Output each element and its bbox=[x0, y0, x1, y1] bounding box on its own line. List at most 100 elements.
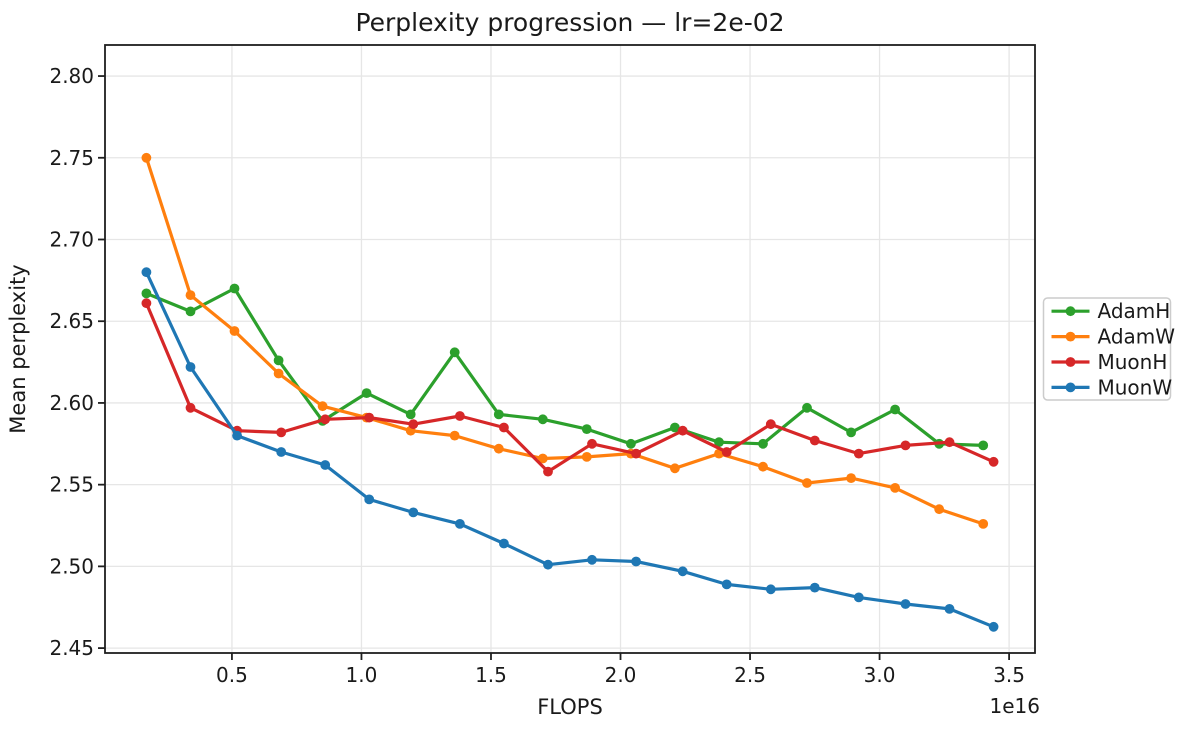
y-tick-label: 2.65 bbox=[49, 309, 94, 333]
legend-item-adamw: AdamW bbox=[1051, 325, 1175, 349]
series-adamw-point bbox=[317, 401, 328, 412]
series-muonh-point bbox=[141, 298, 152, 309]
legend-item-adamh: AdamH bbox=[1051, 299, 1171, 323]
series-muonh-point bbox=[587, 438, 597, 449]
chart-title: Perplexity progression — lr=2e-02 bbox=[355, 8, 784, 37]
series-muonw-point bbox=[721, 579, 732, 590]
series-muonh-point bbox=[543, 466, 553, 477]
plot-border bbox=[104, 44, 1036, 654]
series-adamh-line bbox=[144, 286, 985, 447]
series-adamh-point bbox=[890, 404, 900, 415]
legend-item-muonh: MuonH bbox=[1051, 350, 1168, 374]
series-muonh-point bbox=[853, 448, 864, 459]
series-adamw-point bbox=[890, 483, 900, 493]
series-muonh-point bbox=[988, 456, 999, 467]
x-tick-label: 2.5 bbox=[734, 663, 766, 687]
series-adamh-point bbox=[978, 440, 989, 451]
y-tick-label: 2.55 bbox=[49, 473, 94, 497]
series-adamw-point bbox=[537, 453, 548, 464]
series-adamw-line bbox=[144, 156, 985, 526]
series-muonw-point bbox=[543, 559, 553, 570]
series-muonh-point bbox=[765, 419, 776, 430]
series-muonh-point bbox=[499, 422, 509, 433]
x-tick-label: 3.5 bbox=[993, 663, 1025, 687]
series-muonh-point bbox=[809, 435, 820, 446]
series-muonw-point bbox=[364, 494, 375, 505]
series-adamw-point bbox=[978, 519, 989, 529]
series-adamh-point bbox=[758, 438, 768, 449]
series-muonh-point bbox=[677, 425, 688, 436]
grid-layer bbox=[105, 45, 1035, 653]
series-adamw-point bbox=[934, 504, 945, 515]
series-muonh-point bbox=[721, 447, 732, 457]
legend-marker bbox=[1065, 331, 1076, 342]
series-muonw-point bbox=[677, 566, 688, 577]
y-tick-label: 2.70 bbox=[49, 227, 94, 251]
series-adamh-point bbox=[141, 288, 152, 299]
series-muonh-point bbox=[900, 440, 911, 451]
series-adamw-point bbox=[141, 152, 152, 163]
series-adamh-point bbox=[449, 347, 460, 358]
y-tick-label: 2.60 bbox=[49, 391, 94, 415]
series-muonh-point bbox=[944, 437, 955, 448]
series-muonw-point bbox=[455, 519, 465, 529]
legend-label: AdamH bbox=[1098, 299, 1171, 323]
series-adamw-point bbox=[670, 463, 680, 474]
series-muonh-point bbox=[408, 419, 419, 430]
legend-box bbox=[1042, 297, 1172, 401]
series-muonw-point bbox=[408, 507, 419, 518]
x-tick-label: 1.5 bbox=[475, 663, 507, 687]
series-muonh-point bbox=[455, 411, 465, 421]
series-muonh-line bbox=[144, 301, 996, 474]
series-adamh-point bbox=[537, 414, 548, 425]
series-muonw-point bbox=[232, 430, 243, 441]
legend-label: MuonW bbox=[1098, 375, 1173, 399]
series-muonh-point bbox=[320, 414, 331, 425]
legend-marker bbox=[1065, 382, 1076, 393]
series-muonw-line bbox=[144, 270, 996, 629]
x-tick-label: 0.5 bbox=[216, 663, 248, 687]
series-muonh-point bbox=[631, 448, 641, 459]
y-tick-label: 2.75 bbox=[49, 146, 94, 170]
legend-label: MuonH bbox=[1098, 350, 1168, 374]
series-muonw-point bbox=[320, 460, 331, 470]
series-adamw-point bbox=[493, 443, 504, 454]
series-muonw-point bbox=[141, 267, 152, 278]
x-tick-label: 2.0 bbox=[605, 663, 637, 687]
y-tick-label: 2.50 bbox=[49, 554, 94, 578]
series-adamh-point bbox=[846, 427, 856, 438]
legend-marker bbox=[1065, 357, 1076, 367]
series-adamw-point bbox=[581, 452, 592, 462]
series-muonw-point bbox=[900, 599, 911, 609]
y-axis-label: Mean perplexity bbox=[6, 264, 30, 433]
series-adamh-point bbox=[361, 388, 372, 398]
y-tick-label: 2.45 bbox=[49, 636, 94, 660]
series-adamw-point bbox=[802, 478, 812, 488]
axes-layer: 0.5 1.0 1.5 2.0 2.5 3.0 3.5 2.45 2.50 2.55 2.60 2.6… bbox=[49, 44, 1036, 687]
series-adamw-point bbox=[273, 368, 284, 379]
series-muonw-point bbox=[631, 556, 641, 567]
series-muonw-point bbox=[944, 604, 955, 614]
series-layer bbox=[141, 152, 999, 632]
series-muonw-point bbox=[499, 538, 509, 549]
series-muonw-point bbox=[988, 621, 999, 632]
x-tick-label: 3.0 bbox=[864, 663, 896, 687]
x-axis-label: FLOPS bbox=[537, 695, 603, 719]
series-adamw-point bbox=[758, 461, 768, 472]
series-adamh-point bbox=[802, 402, 812, 413]
y-tick-label: 2.80 bbox=[49, 64, 94, 88]
series-muonh-point bbox=[185, 402, 196, 413]
series-adamh-point bbox=[229, 283, 240, 294]
series-adamw-point bbox=[185, 290, 196, 300]
x-tick-label: 1.0 bbox=[346, 663, 378, 687]
series-muonw-point bbox=[276, 447, 287, 457]
legend-marker bbox=[1065, 306, 1076, 317]
series-muonh-point bbox=[364, 412, 375, 423]
series-adamw-point bbox=[449, 430, 460, 441]
x-axis-offset-label: 1e16 bbox=[990, 694, 1040, 718]
series-muonw-point bbox=[587, 554, 597, 565]
series-adamh-point bbox=[670, 422, 680, 433]
